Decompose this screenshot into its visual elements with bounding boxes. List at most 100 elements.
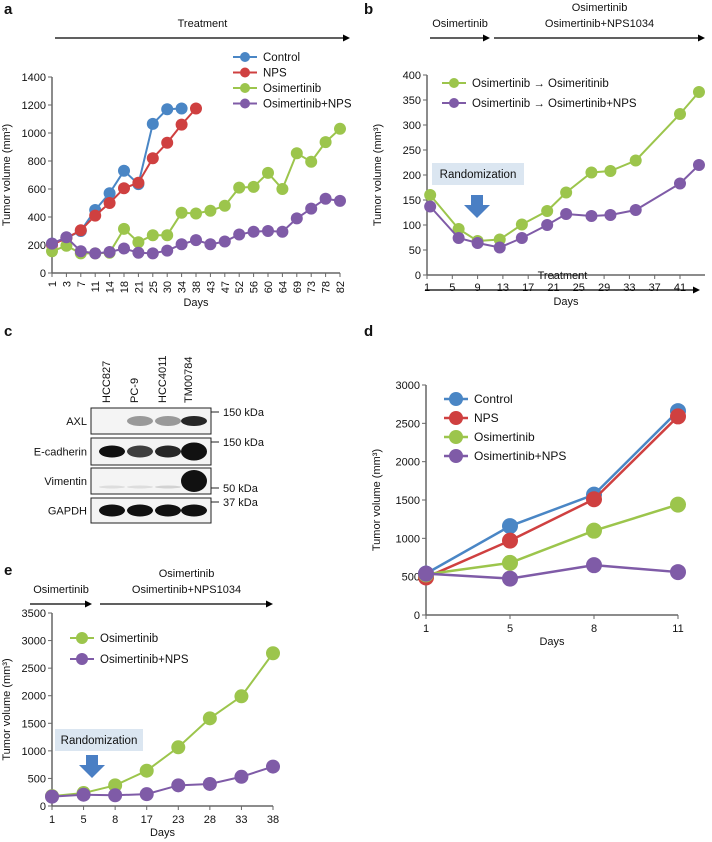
data-point-nps xyxy=(161,136,174,149)
y-tick-label: 2500 xyxy=(396,418,420,430)
data-point-osim_nps xyxy=(305,202,318,215)
data-point-osimertinib xyxy=(629,154,642,167)
y-tick-label: 0 xyxy=(40,801,46,813)
data-point-osim_nps xyxy=(266,759,280,774)
data-point-control xyxy=(502,518,518,535)
data-point-osim_nps xyxy=(515,232,528,244)
data-point-osimertinib xyxy=(204,204,217,217)
y-tick-label: 400 xyxy=(28,212,46,224)
data-point-osim_nps xyxy=(108,788,123,803)
x-tick-label: 3 xyxy=(61,281,73,287)
data-point-osimertinib xyxy=(674,108,686,120)
y-tick-label: 1000 xyxy=(22,746,46,758)
x-tick-label: 82 xyxy=(335,281,347,293)
data-point-osim_nps xyxy=(247,225,260,238)
x-tick-label: 43 xyxy=(205,281,217,293)
y-tick-label: 150 xyxy=(403,195,421,207)
x-axis-title: Days xyxy=(183,297,209,309)
legend-label: Osimertinib xyxy=(474,430,535,444)
x-tick-label: 37 xyxy=(649,282,661,294)
data-point-osimertinib xyxy=(515,218,528,231)
data-point-osim_nps xyxy=(234,769,249,784)
data-point-osimertinib xyxy=(247,180,260,193)
data-point-osim_nps xyxy=(45,789,59,804)
y-tick-label: 250 xyxy=(403,145,421,157)
x-tick-label: 13 xyxy=(497,282,509,294)
data-point-osim_nps xyxy=(233,228,246,241)
legend-label: NPS xyxy=(474,411,499,425)
data-point-osim_nps xyxy=(424,200,437,213)
data-point-osim_nps xyxy=(586,557,602,574)
y-tick-label: 1200 xyxy=(22,100,46,112)
treatment-label: Treatment xyxy=(178,18,228,30)
x-tick-label: 47 xyxy=(220,281,232,293)
x-tick-label: 18 xyxy=(119,281,131,293)
phase1-arrow-head xyxy=(483,34,490,42)
data-point-osim_nps xyxy=(171,778,186,793)
legend-label: Control xyxy=(263,52,300,64)
legend-marker xyxy=(240,52,250,62)
data-point-nps xyxy=(670,408,686,425)
data-point-nps xyxy=(190,102,202,115)
kda-label: 37 kDa xyxy=(223,497,259,509)
data-point-osim_nps xyxy=(670,564,686,581)
data-point-osimertinib xyxy=(60,239,73,252)
data-point-control xyxy=(118,164,130,177)
data-point-osim_nps xyxy=(319,192,332,205)
x-tick-label: 25 xyxy=(148,281,160,293)
data-point-osimertinib xyxy=(290,147,303,160)
panel-label-a: a xyxy=(4,1,13,18)
down-arrow-icon xyxy=(464,195,490,218)
series-line-osimertinib xyxy=(425,503,679,576)
data-point-nps xyxy=(89,209,102,222)
legend-label: Osimertinib+NPS xyxy=(100,654,189,666)
data-point-osimertinib xyxy=(266,646,280,661)
blot-band xyxy=(127,504,153,517)
down-arrow-icon xyxy=(79,755,105,778)
blot-band xyxy=(155,445,181,458)
data-point-osimertinib xyxy=(502,554,518,571)
phase2-label-1: Osimertinib xyxy=(159,568,215,580)
y-tick-label: 2500 xyxy=(22,663,46,675)
data-point-osim_nps xyxy=(493,241,506,254)
data-point-osimertinib xyxy=(218,199,231,212)
data-point-osimertinib xyxy=(161,229,174,242)
phase2-arrow-head xyxy=(266,600,273,608)
phase2-label-2: Osimertinib+NPS1034 xyxy=(132,584,241,596)
x-tick-label: 33 xyxy=(235,814,247,826)
data-point-osimertinib xyxy=(319,136,332,149)
y-axis-title: Tumor volume (mm³) xyxy=(1,124,13,226)
series-line-control xyxy=(51,107,182,245)
x-tick-label: 23 xyxy=(172,814,184,826)
data-point-osim_nps xyxy=(276,225,289,238)
treatment-label: Treatment xyxy=(538,270,588,282)
data-point-osimertinib xyxy=(424,189,437,201)
x-tick-label: 33 xyxy=(623,282,635,294)
data-point-osimertinib xyxy=(146,229,159,242)
blot-band xyxy=(99,445,125,458)
y-axis-title: Tumor volume (mm³) xyxy=(372,124,384,226)
y-tick-label: 1400 xyxy=(22,72,46,84)
x-tick-label: 17 xyxy=(522,282,534,294)
blot-row-label: E-cadherin xyxy=(34,447,87,459)
y-tick-label: 500 xyxy=(28,773,46,785)
legend-label: Osimertinib xyxy=(100,633,158,645)
blot-band xyxy=(127,485,153,489)
y-tick-label: 0 xyxy=(414,610,420,622)
data-point-osimertinib xyxy=(175,206,188,219)
blot-band xyxy=(155,485,181,489)
data-point-nps xyxy=(502,532,518,549)
blot-band xyxy=(99,485,125,489)
y-tick-label: 200 xyxy=(28,240,46,252)
y-tick-label: 50 xyxy=(409,245,421,257)
y-axis-title: Tumor volume (mm³) xyxy=(371,449,383,551)
blot-band xyxy=(155,416,181,426)
legend-marker xyxy=(449,449,463,463)
randomization-box xyxy=(432,163,524,185)
data-point-osim_nps xyxy=(204,238,217,251)
lane-label: HCC827 xyxy=(101,361,113,403)
y-axis-title: Tumor volume (mm³) xyxy=(1,658,13,760)
legend-marker xyxy=(449,78,459,88)
data-point-osimertinib xyxy=(334,122,346,135)
